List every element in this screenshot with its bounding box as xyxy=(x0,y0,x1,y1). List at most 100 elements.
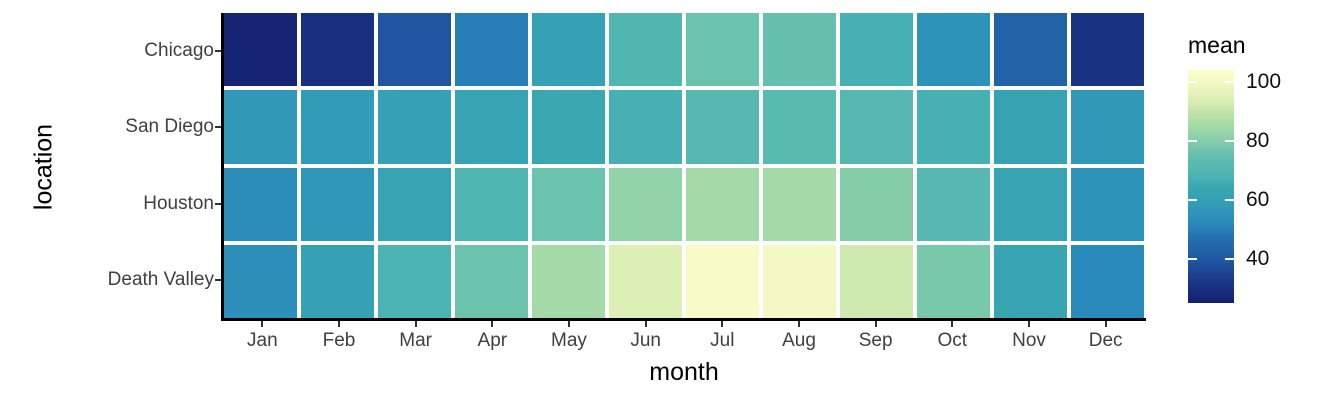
heatmap-cell xyxy=(840,90,913,164)
y-axis-label: San Diego xyxy=(125,116,214,138)
heatmap-cell xyxy=(763,244,836,318)
y-axis-labels: Chicago San Diego Houston Death Valley xyxy=(0,13,214,318)
legend-tick-labels: 100 80 60 40 xyxy=(1246,70,1336,303)
heatmap-cell xyxy=(1071,13,1144,87)
heatmap-cell xyxy=(609,244,682,318)
heatmap-cell xyxy=(917,167,990,241)
heatmap-cell xyxy=(532,90,605,164)
heatmap-cell xyxy=(840,167,913,241)
heatmap-cell xyxy=(532,13,605,87)
legend-tick-label: 80 xyxy=(1246,128,1270,152)
heatmap-cell xyxy=(455,13,528,87)
x-tick-mark xyxy=(567,321,570,327)
heatmap-cell xyxy=(686,13,759,87)
legend-tick-mark xyxy=(1225,80,1234,83)
x-tick-mark xyxy=(644,321,647,327)
heatmap-cell xyxy=(609,13,682,87)
x-axis-label: Apr xyxy=(477,330,508,351)
heatmap-cell xyxy=(686,167,759,241)
heatmap-cell xyxy=(378,167,451,241)
heatmap-cell xyxy=(301,244,374,318)
legend-colorbar xyxy=(1188,70,1234,303)
legend-tick-mark xyxy=(1225,257,1234,260)
heatmap-cell xyxy=(455,167,528,241)
heatmap-cell xyxy=(301,90,374,164)
heatmap-cell xyxy=(917,13,990,87)
y-tick-mark xyxy=(215,126,222,129)
heatmap-cell xyxy=(1071,244,1144,318)
heatmap-cell xyxy=(224,167,297,241)
x-axis-tick-marks xyxy=(224,321,1144,327)
x-axis-label: May xyxy=(551,330,587,351)
heatmap-cell xyxy=(532,167,605,241)
x-axis-line xyxy=(221,318,1146,321)
heatmap-cell xyxy=(686,90,759,164)
heatmap-cell xyxy=(686,244,759,318)
x-tick-mark xyxy=(1104,321,1107,327)
heatmap-cell xyxy=(994,244,1067,318)
heatmap-cell xyxy=(994,90,1067,164)
heatmap-cell xyxy=(763,90,836,164)
x-tick-mark xyxy=(261,321,264,327)
x-tick-mark xyxy=(797,321,800,327)
heatmap-cell xyxy=(532,244,605,318)
y-tick-mark xyxy=(215,278,222,281)
x-axis-title: month xyxy=(649,358,719,386)
legend-tick-label: 100 xyxy=(1246,69,1282,93)
legend-tick-label: 40 xyxy=(1246,246,1270,270)
heatmap-cell xyxy=(917,244,990,318)
y-axis-tick-marks xyxy=(215,13,222,318)
heatmap-cell xyxy=(224,13,297,87)
heatmap-cell xyxy=(455,244,528,318)
y-tick-mark xyxy=(215,50,222,53)
heatmap-cell xyxy=(763,167,836,241)
legend-tick-label: 60 xyxy=(1246,187,1270,211)
x-tick-mark xyxy=(414,321,417,327)
heatmap-cell xyxy=(378,13,451,87)
y-tick-mark xyxy=(215,202,222,205)
x-axis-label: Feb xyxy=(322,330,356,351)
x-axis-label: Sep xyxy=(858,330,893,351)
x-axis-label: Jul xyxy=(710,330,735,351)
heatmap-cell xyxy=(609,167,682,241)
x-axis-label: Mar xyxy=(399,330,433,351)
x-tick-mark xyxy=(337,321,340,327)
y-axis-label: Death Valley xyxy=(107,268,214,290)
x-axis-labels: Jan Feb Mar Apr May Jun Jul Aug Sep Oct Nov Dec xyxy=(224,330,1144,352)
x-tick-mark xyxy=(1027,321,1030,327)
heatmap-cell xyxy=(840,13,913,87)
legend-tick-mark xyxy=(1225,198,1234,201)
heatmap-cell xyxy=(994,13,1067,87)
y-axis-label: Houston xyxy=(143,192,214,214)
x-tick-mark xyxy=(874,321,877,327)
heatmap-cell xyxy=(609,90,682,164)
y-axis-label: Chicago xyxy=(144,40,214,62)
heatmap-cell xyxy=(224,244,297,318)
legend-title: mean xyxy=(1188,32,1246,58)
legend-tick-mark xyxy=(1188,257,1197,260)
x-tick-mark xyxy=(491,321,494,327)
heatmap-cell xyxy=(378,90,451,164)
x-tick-mark xyxy=(721,321,724,327)
heatmap-cell xyxy=(1071,167,1144,241)
x-axis-label: Dec xyxy=(1088,330,1123,351)
heatmap-cell xyxy=(917,90,990,164)
legend-tick-mark xyxy=(1225,139,1234,142)
heatmap-cell xyxy=(224,90,297,164)
heatmap-cell xyxy=(301,167,374,241)
heatmap-cell xyxy=(455,90,528,164)
heatmap-cell xyxy=(378,244,451,318)
x-axis-label: Jan xyxy=(247,330,278,351)
x-axis-label: Aug xyxy=(782,330,816,351)
heatmap-cell xyxy=(763,13,836,87)
x-axis-label: Oct xyxy=(937,330,968,351)
heatmap-cell xyxy=(301,13,374,87)
legend-tick-mark xyxy=(1188,139,1197,142)
heatmap-cell xyxy=(1071,90,1144,164)
y-axis-line xyxy=(221,13,224,321)
heatmap-cell xyxy=(840,244,913,318)
legend-tick-mark xyxy=(1188,198,1197,201)
heatmap-cell xyxy=(994,167,1067,241)
x-axis-label: Jun xyxy=(630,330,661,351)
